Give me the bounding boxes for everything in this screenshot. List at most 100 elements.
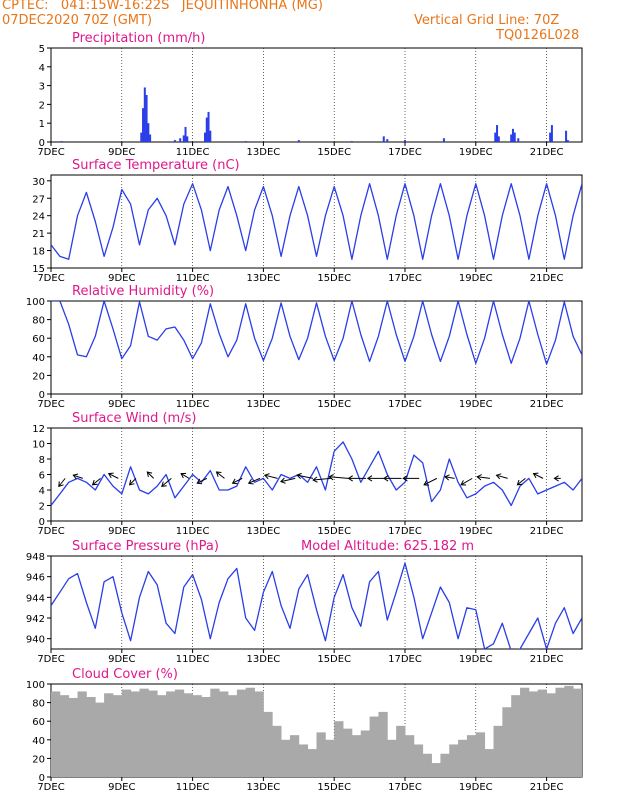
rh-title: Relative Humidity (%) [72,284,214,299]
rh-frame [50,300,583,395]
wind-y-tick-label: 10 [32,440,45,451]
precip-bar [207,111,210,142]
wind-arrow-head [161,481,167,488]
precip-bar [510,134,513,142]
rh-x-tick-label: 19DEC [459,399,493,410]
rh-panel: 7DEC 9DEC 11DEC 13DEC 15DEC 17DEC 19DEC 21DEC 0 2… [26,284,583,410]
precip-y-tick-label: 0 [39,138,45,149]
precip-bar [147,123,150,142]
cloud-bar [387,739,397,777]
wind-arrow-head [553,475,559,482]
pressure-x-tick-label: 9DEC [108,654,135,665]
temp-x-tick-label: 7DEC [37,273,64,284]
wind-arrow [477,476,491,479]
cloud-bar [573,688,582,777]
wind-arrow [108,473,119,479]
vertical-grid-note: Vertical Grid Line: 70Z [414,13,560,28]
precip-panel: 7DEC 9DEC 11DEC 13DEC 15DEC 17DEC 19DEC 21DEC 0 1… [37,31,583,158]
rh-x-tick-label: 13DEC [247,399,281,410]
pressure-y-tick-label: 946 [26,573,45,584]
cloud-x-tick-label: 17DEC [388,782,422,793]
wind-arrow [248,477,261,484]
wind-arrow-head [296,472,302,479]
cloud-bar [236,689,247,777]
wind-arrow [313,477,331,481]
pressure-x-tick-label: 11DEC [176,654,210,665]
precip-y-tick-label: 4 [39,63,45,74]
precip-x-tick-label: 17DEC [388,147,422,158]
wind-data [51,441,582,507]
precip-bar [497,136,500,142]
temp-series-line [51,183,582,260]
precip-bar [244,141,247,142]
cloud-bar [316,732,326,777]
cloud-title: Cloud Cover (%) [72,667,178,682]
rh-series-line [51,301,582,365]
cloud-bar [555,687,565,777]
cloud-bar [528,691,539,777]
precip-bar [386,139,389,142]
precip-y-tick-label: 5 [39,44,45,55]
wind-arrow-head [516,479,523,486]
cloud-bar [458,739,468,777]
precip-data [60,87,569,142]
rh-y-tick-label: 40 [32,353,45,364]
rh-y-tick-label: 100 [26,297,45,308]
wind-arrow-head [532,472,539,479]
precip-bar [496,125,499,142]
precip-bar [297,140,300,142]
precip-bar [404,140,406,142]
cloud-bar [148,690,158,777]
wind-arrow [423,477,438,486]
wind-x-tick-label: 11DEC [176,526,210,537]
cloud-bar [413,744,424,777]
precip-x-tick-label: 13DEC [247,147,281,158]
precip-x-tick-label: 9DEC [108,147,135,158]
precip-bar [511,128,514,142]
cloud-bar [77,691,87,777]
wind-x-tick-label: 19DEC [459,526,493,537]
temp-x-tick-label: 17DEC [388,273,422,284]
precip-bar [184,126,187,142]
wind-arrow [460,477,473,486]
precip-bar [350,141,353,142]
cloud-bar [378,711,388,777]
temp-y-tick-label: 21 [32,229,45,240]
cloud-bar [245,687,255,777]
cloud-bar [564,685,574,777]
rh-y-tick-label: 0 [39,390,45,401]
wind-arrow [517,477,526,486]
cloud-bar [272,725,282,777]
cloud-bar [68,697,78,777]
wind-frame [50,427,583,522]
temp-x-tick-label: 11DEC [176,273,210,284]
wind-arrow-head [72,473,79,480]
wind-arrow-head [263,473,270,480]
wind-arrow [496,474,508,479]
precip-y-tick-label: 2 [39,100,45,111]
wind-arrow-head [128,479,135,486]
wind-arrow-head [476,474,482,481]
cloud-bar [520,687,530,777]
precip-bar [186,136,189,142]
temp-y-tick-label: 27 [32,194,45,205]
wind-arrow-head [215,471,222,477]
pressure-data [51,562,582,649]
precip-bar [382,136,385,142]
wind-arrow-head [402,475,408,482]
wind-series-line [51,441,582,507]
cloud-bar [334,721,344,777]
wind-arrow-head [382,475,389,482]
wind-arrow [280,477,296,483]
cloud-bar [484,749,494,777]
wind-arrow [180,473,190,479]
cloud-bar [307,749,317,777]
cloud-y-tick-label: 20 [32,754,45,765]
wind-x-tick-label: 7DEC [37,526,64,537]
cloud-bar [174,689,185,777]
rh-data [51,301,582,365]
cloud-y-tick-label: 0 [39,773,45,784]
pressure-x-tick-label: 17DEC [388,654,422,665]
wind-title: Surface Wind (m/s) [72,411,196,426]
wind-arrow-head [495,473,502,480]
